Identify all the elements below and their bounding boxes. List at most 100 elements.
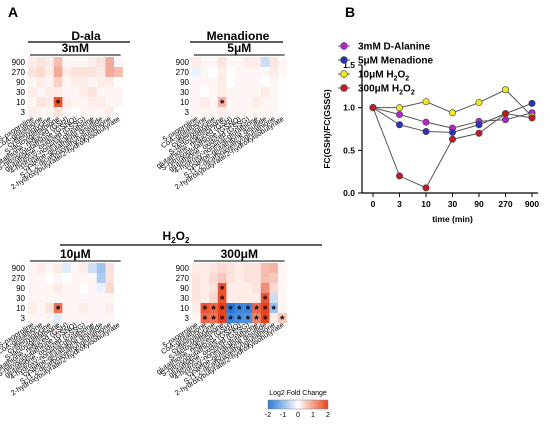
significance-star: * <box>237 314 242 326</box>
panel-label-a: A <box>8 4 18 20</box>
heatmap-cell <box>36 97 46 108</box>
heatmap-cell <box>105 283 115 294</box>
heatmap-cell <box>252 313 262 324</box>
heatmap-cell <box>243 303 253 314</box>
heatmap-row-label: 10 <box>180 304 189 313</box>
heatmap-cell <box>88 107 98 118</box>
data-point <box>422 184 430 192</box>
x-tick-label: 3 <box>397 199 402 209</box>
heatmap-cell <box>79 303 89 314</box>
data-point <box>501 86 509 94</box>
heatmap-cell <box>209 77 219 88</box>
heatmap-cell <box>28 313 37 324</box>
heatmap-cell <box>88 293 98 304</box>
heatmap-cell <box>269 293 279 304</box>
heatmap-cell <box>217 263 227 274</box>
heatmap-cell <box>79 77 89 88</box>
heatmap-cell <box>260 97 270 108</box>
heatmap-subtitle: 300μM <box>221 247 258 261</box>
heatmap-cell <box>114 293 123 304</box>
heatmap-row-label: 30 <box>180 294 189 303</box>
significance-star: * <box>237 304 242 316</box>
heatmap-cell <box>28 107 37 118</box>
significance-star: * <box>211 314 216 326</box>
heatmap-cell <box>45 283 55 294</box>
heatmap-cell <box>114 283 123 294</box>
heatmap-cell <box>235 263 244 274</box>
heatmap-cell <box>226 107 236 118</box>
heatmap-cell <box>71 313 80 324</box>
significance-star: * <box>246 304 251 316</box>
heatmap-cell <box>53 77 63 88</box>
colorbar-tick: 1 <box>311 412 315 419</box>
heatmap-cell <box>217 273 227 284</box>
heatmap-cell <box>260 107 270 118</box>
heatmap-cell <box>217 283 227 294</box>
heatmap-subtitle: 5μM <box>227 41 251 55</box>
heatmap-cell <box>200 107 210 118</box>
heatmap-cell <box>243 97 253 108</box>
significance-star: * <box>272 304 277 316</box>
significance-star: * <box>246 314 251 326</box>
heatmap-cell <box>278 303 287 314</box>
colorbar-bar <box>267 399 329 410</box>
heatmap-cell <box>260 263 270 274</box>
heatmap-cell <box>252 97 262 108</box>
heatmap-cell <box>62 293 72 304</box>
heatmap-cell <box>243 107 253 118</box>
heatmap-cell <box>71 97 80 108</box>
heatmap-cell <box>226 313 236 324</box>
data-point <box>475 129 483 137</box>
heatmap-subtitle: 10μM <box>60 247 91 261</box>
heatmap-cell <box>217 97 227 108</box>
heatmap-cell <box>96 107 106 118</box>
heatmap-cell <box>36 67 46 78</box>
heatmap-cell <box>252 263 262 274</box>
heatmap-row-label: 10 <box>180 98 189 107</box>
heatmap-cell <box>209 263 219 274</box>
heatmap-cell <box>269 67 279 78</box>
data-point <box>422 118 430 126</box>
legend-marker <box>340 56 348 64</box>
heatmap-cell <box>226 293 236 304</box>
heatmap-cell <box>269 313 279 324</box>
heatmap-cell <box>226 303 236 314</box>
heatmap-cell <box>62 87 72 98</box>
heatmap-cell <box>235 273 244 284</box>
heatmap-cell <box>79 263 89 274</box>
colorbar-tick: 2 <box>326 412 330 419</box>
subscript: 2 <box>394 76 398 83</box>
heatmap-cell <box>278 263 287 274</box>
data-point <box>528 114 536 122</box>
heatmap-cell <box>62 67 72 78</box>
x-tick-label: 10 <box>421 199 431 209</box>
data-point <box>448 128 456 136</box>
heatmap-cell <box>79 313 89 324</box>
colorbar-title: Log2 Fold Change <box>269 390 327 397</box>
heatmap-cell <box>71 87 80 98</box>
significance-star: * <box>56 304 61 316</box>
heatmap-cell <box>278 313 287 324</box>
heatmap-cell <box>269 107 279 118</box>
heatmap-cell <box>226 57 236 68</box>
heatmap-cell <box>105 303 115 314</box>
heatmap-cell <box>217 107 227 118</box>
heatmap-cell <box>269 97 279 108</box>
heatmap-cell <box>88 57 98 68</box>
heatmap-cell <box>88 97 98 108</box>
heatmap-cell <box>105 293 115 304</box>
heatmap-cell <box>226 273 236 284</box>
heatmap-cell <box>53 57 63 68</box>
heatmap-cell <box>96 303 106 314</box>
significance-star: * <box>56 98 61 110</box>
heatmap-cell <box>36 263 46 274</box>
heatmap-cell <box>278 283 287 294</box>
heatmap-cell <box>96 67 106 78</box>
heatmap-cell <box>105 107 115 118</box>
heatmap-cell <box>192 293 201 304</box>
x-tick-label: 0 <box>371 199 376 209</box>
heatmap-cell <box>192 77 201 88</box>
heatmap-cell <box>45 293 55 304</box>
